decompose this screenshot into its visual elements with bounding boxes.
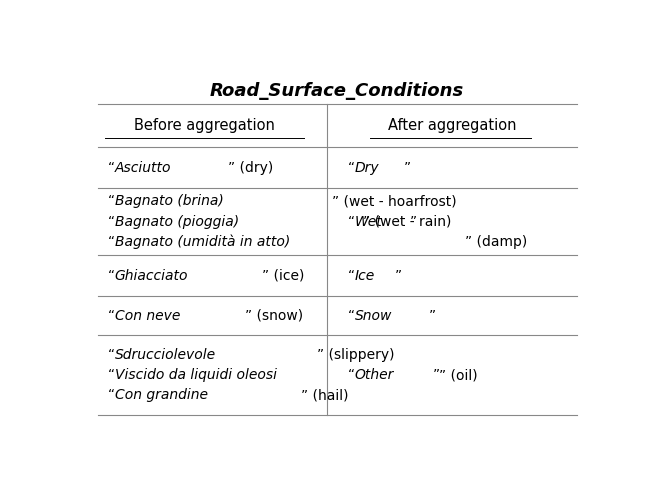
- Text: After aggregation: After aggregation: [388, 118, 517, 133]
- Text: ”: ”: [429, 309, 436, 323]
- Text: “: “: [108, 214, 114, 228]
- Text: ”: ”: [410, 214, 417, 228]
- Text: ” (damp): ” (damp): [465, 235, 528, 249]
- Text: “: “: [108, 309, 114, 323]
- Text: Road_Surface_Conditions: Road_Surface_Conditions: [210, 82, 465, 100]
- Text: “: “: [347, 269, 355, 283]
- Text: ” (wet - hoarfrost): ” (wet - hoarfrost): [332, 194, 457, 208]
- Text: “: “: [108, 194, 114, 208]
- Text: Bagnato (brina): Bagnato (brina): [114, 194, 224, 208]
- Text: “: “: [347, 309, 355, 323]
- Text: ” (snow): ” (snow): [245, 309, 303, 323]
- Text: Before aggregation: Before aggregation: [134, 118, 275, 133]
- Text: “: “: [108, 388, 114, 402]
- Text: ” (dry): ” (dry): [228, 161, 273, 175]
- Text: Snow: Snow: [355, 309, 392, 323]
- Text: ”: ”: [395, 269, 402, 283]
- Text: Bagnato (umidità in atto): Bagnato (umidità in atto): [114, 235, 290, 249]
- Text: Ice: Ice: [355, 269, 374, 283]
- Text: ” (hail): ” (hail): [301, 388, 348, 402]
- Text: ”: ”: [433, 368, 440, 382]
- Text: “: “: [108, 161, 114, 175]
- Text: Dry: Dry: [355, 161, 379, 175]
- Text: Con neve: Con neve: [114, 309, 180, 323]
- Text: “: “: [347, 214, 355, 228]
- Text: Bagnato (pioggia): Bagnato (pioggia): [114, 214, 239, 228]
- Text: Asciutto: Asciutto: [114, 161, 171, 175]
- Text: ”: ”: [403, 161, 411, 175]
- Text: Wet: Wet: [355, 214, 382, 228]
- Text: “: “: [108, 368, 114, 382]
- Text: Sdrucciolevole: Sdrucciolevole: [114, 348, 216, 362]
- Text: Con grandine: Con grandine: [114, 388, 208, 402]
- Text: “: “: [347, 161, 355, 175]
- Text: Ghiacciato: Ghiacciato: [114, 269, 188, 283]
- Text: ” (oil): ” (oil): [439, 368, 477, 382]
- Text: ” (slippery): ” (slippery): [317, 348, 395, 362]
- Text: Viscido da liquidi oleosi: Viscido da liquidi oleosi: [114, 368, 277, 382]
- Text: “: “: [347, 368, 355, 382]
- Text: ” (wet - rain): ” (wet - rain): [363, 214, 451, 228]
- Text: Other: Other: [355, 368, 393, 382]
- Text: “: “: [108, 235, 114, 249]
- Text: ” (ice): ” (ice): [262, 269, 304, 283]
- Text: “: “: [108, 348, 114, 362]
- Text: “: “: [108, 269, 114, 283]
